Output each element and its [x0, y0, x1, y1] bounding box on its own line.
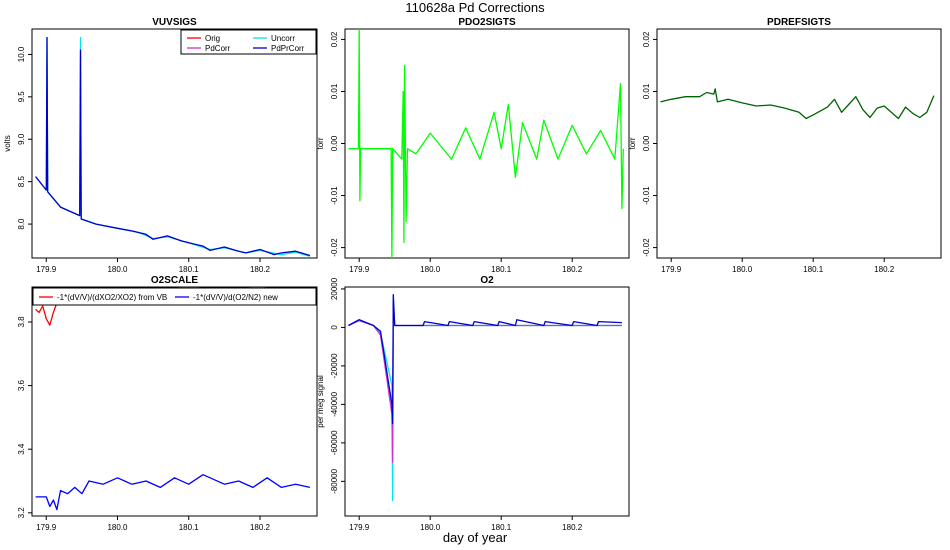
vuvsigs-x-tick-label: 179.9: [36, 265, 57, 274]
pdo2sigts-y-tick-label: -0.02: [330, 238, 339, 257]
o2-series-pdcorr: [348, 303, 622, 463]
vuvsigs-y-tick-label: 10.0: [17, 46, 26, 62]
pdo2sigts-series-pdo2sigts: [348, 29, 624, 258]
o2scale-legend-label: -1*(dV/V)/d(O2/N2) new: [193, 293, 278, 302]
pdo2sigts-plot-frame: [344, 28, 630, 259]
vuvsigs-series-pdprcorr: [35, 36, 311, 257]
o2scale-y-tick-label: 3.4: [17, 443, 26, 455]
vuvsigs-legend-label: PdPrCorr: [271, 44, 305, 53]
pdrefsigts-x-tick-label: 180.1: [803, 265, 824, 274]
o2-y-tick-label: 0: [330, 325, 339, 330]
pdo2sigts-y-tick-label: -0.01: [330, 186, 339, 205]
o2scale-title: O2SCALE: [151, 275, 199, 286]
o2-x-tick-label: 180.1: [491, 523, 512, 532]
pdrefsigts-y-tick-label: -0.01: [642, 186, 651, 205]
pdrefsigts-y-tick-label: 0.01: [642, 83, 651, 99]
o2-title: O2: [480, 275, 494, 286]
pdo2sigts-x-tick-label: 180.0: [420, 265, 441, 274]
o2scale-x-tick-label: 179.9: [36, 523, 57, 532]
page-title: 110628a Pd Corrections: [405, 0, 545, 15]
o2-x-tick-label: 180.0: [420, 523, 441, 532]
vuvsigs-legend-label: Uncorr: [271, 34, 295, 43]
o2-plot-frame: [344, 286, 630, 517]
pdo2sigts-y-tick-label: 0.02: [330, 31, 339, 47]
pdo2sigts-title: PDO2SIGTS: [458, 17, 516, 28]
page-x-axis-label: day of year: [442, 530, 508, 545]
pdo2sigts-panel: PDO2SIGTS 179.9 180.0 180.1 180.2 -0.02 -0.01 0…: [316, 17, 630, 274]
pdo2sigts-x-tick-label: 180.1: [491, 265, 512, 274]
pdo2sigts-y-axis-label: torr: [316, 137, 325, 149]
pdrefsigts-x-tick-label: 180.2: [874, 265, 895, 274]
o2scale-plot-frame: [31, 286, 318, 517]
o2scale-series-group: [35, 287, 311, 511]
vuvsigs-legend-label: Orig: [205, 34, 220, 43]
o2scale-y-tick-label: 3.8: [17, 316, 26, 328]
o2scale-legend: -1*(dV/V)/(dXO2/XO2) from VB -1*(dV/V)/d(…: [32, 287, 317, 306]
o2-y-tick-label: -20000: [330, 353, 339, 378]
o2scale-y-tick-label: 3.6: [17, 379, 26, 391]
vuvsigs-legend-box: [180, 29, 317, 55]
o2scale-y-tick-label: 3.2: [17, 507, 26, 519]
o2-y-tick-label: -40000: [330, 391, 339, 416]
pdrefsigts-series-group: [660, 88, 935, 120]
o2scale-series-1-dv-v-d-o2-n2-new: [35, 474, 311, 511]
o2scale-legend-box: [32, 287, 317, 306]
pdo2sigts-y-tick-label: 0.00: [330, 135, 339, 151]
o2-x-tick-label: 180.2: [562, 523, 583, 532]
vuvsigs-series-group: [35, 36, 311, 257]
pdo2sigts-x-tick-label: 179.9: [349, 265, 370, 274]
o2-y-axis-label: per meg signal: [316, 375, 325, 428]
vuvsigs-legend-label: PdCorr: [205, 44, 231, 53]
o2scale-x-tick-label: 180.1: [179, 523, 200, 532]
vuvsigs-y-axis-label: volts: [3, 135, 12, 151]
o2scale-x-tick-label: 180.2: [250, 523, 271, 532]
o2-panel: O2 179.9 180.0 180.1 180.2 -80000 -60000 -40000…: [316, 275, 630, 532]
o2-y-tick-label: -80000: [330, 468, 339, 493]
pdrefsigts-title: PDREFSIGTS: [767, 17, 831, 28]
pdrefsigts-panel: PDREFSIGTS 179.9 180.0 180.1 180.2 -0.02 -0.01…: [628, 17, 942, 274]
vuvsigs-x-tick-label: 180.0: [107, 265, 128, 274]
pdo2sigts-y-tick-label: 0.01: [330, 83, 339, 99]
pdrefsigts-x-tick-label: 180.0: [732, 265, 753, 274]
vuvsigs-y-tick-label: 9.0: [17, 133, 26, 145]
o2scale-x-tick-label: 180.0: [107, 523, 128, 532]
pdrefsigts-y-axis-label: torr: [628, 137, 637, 149]
pdrefsigts-plot-frame: [656, 28, 942, 259]
o2scale-legend-label: -1*(dV/V)/(dXO2/XO2) from VB: [57, 293, 167, 302]
vuvsigs-x-tick-label: 180.1: [179, 265, 200, 274]
o2-series-group: [348, 294, 622, 502]
vuvsigs-y-tick-label: 9.5: [17, 91, 26, 103]
pdrefsigts-x-tick-label: 179.9: [661, 265, 682, 274]
pdrefsigts-y-tick-label: 0.00: [642, 135, 651, 151]
o2-x-tick-label: 179.9: [349, 523, 370, 532]
vuvsigs-y-tick-label: 8.0: [17, 218, 26, 230]
o2scale-panel: O2SCALE 179.9 180.0 180.1 180.2 3.2 3.4 3.6 3.8 -…: [17, 275, 318, 532]
vuvsigs-series-uncorr: [35, 36, 311, 257]
vuvsigs-plot-frame: [31, 28, 318, 259]
pdo2sigts-series-group: [348, 29, 624, 258]
pdrefsigts-y-tick-label: -0.02: [642, 238, 651, 257]
o2-y-tick-label: -60000: [330, 430, 339, 455]
o2-y-tick-label: 20000: [330, 277, 339, 300]
o2-series-pdprcorr: [348, 294, 622, 425]
pdrefsigts-y-tick-label: 0.02: [642, 31, 651, 47]
vuvsigs-x-tick-label: 180.2: [250, 265, 271, 274]
pdo2sigts-x-tick-label: 180.2: [562, 265, 583, 274]
vuvsigs-legend: Orig Uncorr PdCorr PdPrCorr: [180, 29, 317, 55]
vuvsigs-y-tick-label: 8.5: [17, 176, 26, 188]
pdrefsigts-series-pdrefsigts: [660, 88, 935, 120]
vuvsigs-title: VUVSIGS: [152, 17, 197, 28]
vuvsigs-panel: VUVSIGS 179.9 180.0 180.1 180.2 8.0 8.5 9.0 9.5 1…: [3, 17, 318, 274]
